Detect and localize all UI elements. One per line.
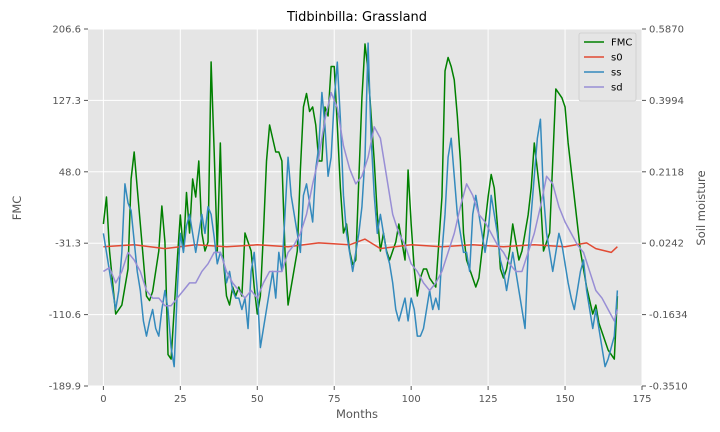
series-line-ss xyxy=(102,42,619,368)
y-axis-label-left: FMC xyxy=(10,196,24,221)
series-group xyxy=(102,42,619,368)
x-axis-label: Months xyxy=(336,407,378,421)
legend-box xyxy=(578,32,637,102)
x-tick-label: 75 xyxy=(328,394,341,405)
x-tick-label: 100 xyxy=(402,394,421,405)
y-right-tick-label: -0.3510 xyxy=(649,382,688,393)
y-right-tick-label: 0.5870 xyxy=(649,25,684,36)
y-left-tick-label: 48.0 xyxy=(59,167,81,178)
legend-label: s0 xyxy=(611,53,623,64)
y-right-tick-label: -0.1634 xyxy=(649,310,688,321)
x-tick-label: 0 xyxy=(100,394,106,405)
x-tick-label: 125 xyxy=(479,394,498,405)
grid xyxy=(88,28,643,387)
legend: FMC s0 ss sd xyxy=(578,32,637,102)
y-axis-label-right: Soil moisture xyxy=(694,170,708,245)
y-left-tick-label: 206.6 xyxy=(52,25,81,36)
legend-label: sd xyxy=(611,83,623,94)
y-right-tick-label: 0.3994 xyxy=(649,96,684,107)
series-line-s0 xyxy=(103,238,618,254)
y-right-tick-label: 0.0242 xyxy=(649,239,684,250)
legend-label: FMC xyxy=(611,38,632,49)
y-left-tick-label: -110.6 xyxy=(49,310,81,321)
series-layer xyxy=(102,42,619,368)
axes: 0 25 50 75 100 125 150 175 206.6 127.3 48.0 -31.3 -1… xyxy=(49,25,688,406)
x-tick-label: 25 xyxy=(174,394,187,405)
y-right-tick-label: 0.2118 xyxy=(649,167,684,178)
x-tick-label: 50 xyxy=(251,394,264,405)
series-line-sd xyxy=(102,91,619,322)
chart-title: Tidbinbilla: Grassland xyxy=(286,10,427,25)
x-tick-label: 150 xyxy=(556,394,575,405)
x-tick-label: 175 xyxy=(632,394,651,405)
y-left-tick-label: 127.3 xyxy=(52,96,81,107)
legend-label: ss xyxy=(611,68,621,79)
y-left-tick-label: -189.9 xyxy=(49,382,81,393)
y-left-tick-label: -31.3 xyxy=(55,239,81,250)
